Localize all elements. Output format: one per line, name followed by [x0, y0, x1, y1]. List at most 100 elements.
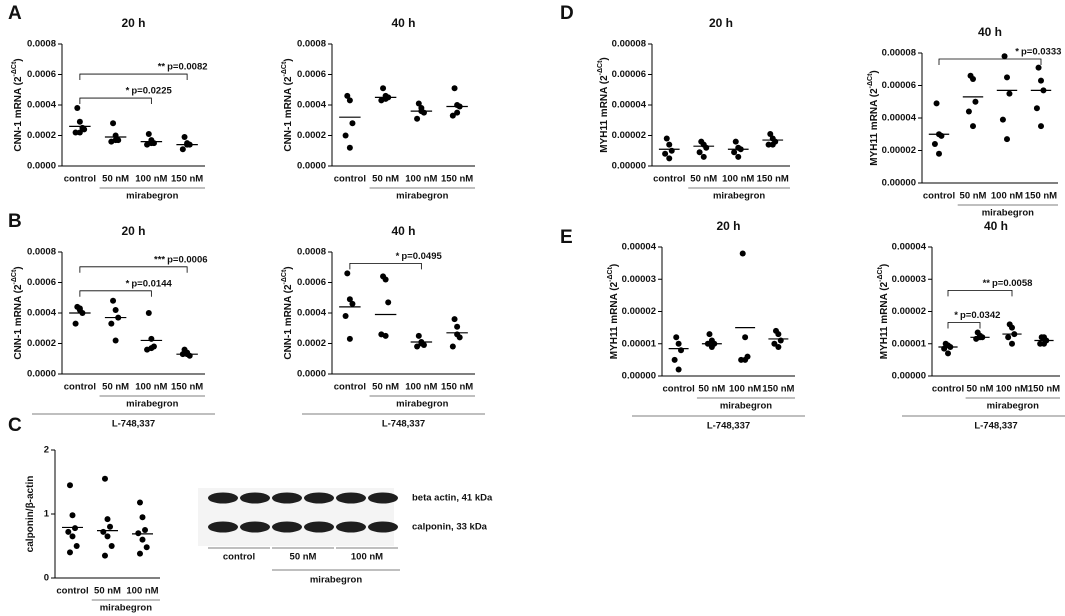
panel-label: C: [8, 415, 22, 436]
data-point: [110, 297, 117, 304]
group-label: mirabegron: [100, 603, 152, 614]
x-tick-label: 50 nM: [967, 384, 994, 395]
panel-label: D: [560, 3, 574, 24]
data-point: [414, 343, 421, 350]
data-point: [769, 141, 776, 148]
data-point: [179, 146, 186, 153]
lane-label: 50 nM: [290, 552, 317, 563]
data-point: [1038, 123, 1044, 130]
data-point: [700, 153, 707, 160]
y-axis-label: MYH11 mRNA (2-ΔCt): [867, 70, 879, 166]
x-tick-label: 150 nM: [757, 174, 789, 185]
data-point: [454, 323, 461, 330]
comparison-p: p=0.0495: [401, 251, 442, 262]
y-tick-label: 0.00004: [622, 242, 657, 253]
data-point: [732, 138, 739, 145]
blot-band: [304, 521, 334, 533]
x-tick-label: 100 nM: [135, 382, 167, 393]
y-tick-label: 0.0000: [27, 369, 56, 380]
y-axis-label-sup: -ΔCt: [867, 73, 874, 88]
x-tick-label: 100 nM: [126, 586, 158, 597]
y-tick-label: 0.00003: [622, 274, 656, 285]
y-tick-label: 0.00001: [622, 338, 657, 349]
data-point: [349, 300, 356, 307]
y-axis-label-text: MYH11 mRNA (2: [869, 88, 880, 166]
data-point: [76, 118, 83, 125]
data-point: [181, 134, 188, 141]
x-tick-label: 150 nM: [1028, 384, 1060, 395]
comparison-bracket: [79, 266, 188, 273]
data-point: [139, 514, 146, 521]
y-axis-label-end: ): [599, 57, 610, 60]
x-tick-label: 100 nM: [405, 382, 437, 393]
y-axis-label-text: MYH11 mRNA (2: [599, 75, 610, 153]
comparison-stars: *: [1015, 47, 1019, 58]
data-point: [81, 126, 88, 133]
chart-title: 40 h: [391, 16, 415, 30]
comparison-stars: **: [158, 62, 166, 73]
lane-label: 100 nM: [351, 552, 383, 563]
data-point: [104, 533, 111, 540]
y-axis-label-end: ): [879, 264, 890, 267]
data-point: [671, 356, 678, 363]
y-axis-label-sup: -ΔCt: [607, 266, 614, 281]
data-point: [1006, 90, 1013, 97]
data-point: [414, 115, 421, 122]
x-tick-label: 150 nM: [171, 382, 203, 393]
x-tick-label: 100 nM: [722, 174, 754, 185]
data-point: [135, 530, 142, 537]
x-tick-label: control: [334, 174, 366, 185]
data-point: [148, 345, 155, 352]
y-axis-label-sup: -ΔCt: [877, 266, 884, 281]
y-tick-label: 0.0006: [27, 277, 56, 288]
data-point: [145, 130, 152, 137]
data-point: [136, 499, 143, 506]
data-point: [385, 299, 392, 306]
blot-band: [336, 521, 366, 533]
data-point: [344, 270, 351, 277]
y-tick-label: 0.0004: [297, 100, 327, 111]
comparison-bracket: [79, 73, 188, 81]
x-tick-label: control: [932, 384, 964, 395]
data-point: [1005, 334, 1012, 341]
y-axis-label-text: MYH11 mRNA (2: [879, 281, 890, 359]
data-point: [142, 527, 149, 533]
panel-label: B: [8, 211, 22, 232]
y-axis-label-sup: -ΔCt: [11, 269, 18, 284]
data-point: [382, 276, 389, 283]
comparison-p: p=0.0144: [131, 278, 172, 289]
y-tick-label: 0.0006: [297, 277, 326, 288]
blot-band: [368, 492, 398, 504]
data-point: [66, 482, 73, 489]
comparison-stars: *: [396, 251, 400, 262]
data-point: [101, 475, 108, 482]
data-point: [107, 523, 114, 530]
data-point: [673, 334, 680, 341]
comparison-p: p=0.0058: [992, 278, 1032, 289]
data-point: [1009, 324, 1015, 331]
data-point: [735, 153, 742, 160]
data-point: [346, 97, 353, 104]
chart-title: 40 h: [984, 219, 1008, 233]
y-tick-label: 0.0006: [297, 69, 326, 80]
comparison-stars: *: [954, 310, 958, 321]
data-point: [380, 85, 387, 92]
outer-label: L-748,337: [382, 419, 425, 430]
y-tick-label: 0.0008: [297, 39, 326, 50]
y-tick-label: 1: [44, 509, 50, 520]
y-axis-label: MYH11 mRNA (2-ΔCt): [607, 264, 619, 360]
y-tick-label: 0.0002: [297, 338, 326, 349]
y-tick-label: 0.0002: [27, 338, 56, 349]
y-axis-label-text: MYH11 mRNA (2: [609, 281, 620, 359]
y-axis-label-sup: -ΔCt: [281, 269, 288, 284]
y-tick-label: 0.0006: [27, 69, 56, 80]
data-point: [100, 528, 107, 535]
data-point: [66, 549, 73, 556]
y-axis-label-text: CNN-1 mRNA (2: [283, 284, 294, 360]
y-tick-label: 0.00002: [892, 306, 926, 317]
data-point: [675, 340, 682, 347]
western-blot: [198, 488, 398, 546]
x-tick-label: control: [56, 586, 88, 597]
data-point: [112, 337, 119, 344]
y-tick-label: 0.0002: [297, 130, 326, 141]
